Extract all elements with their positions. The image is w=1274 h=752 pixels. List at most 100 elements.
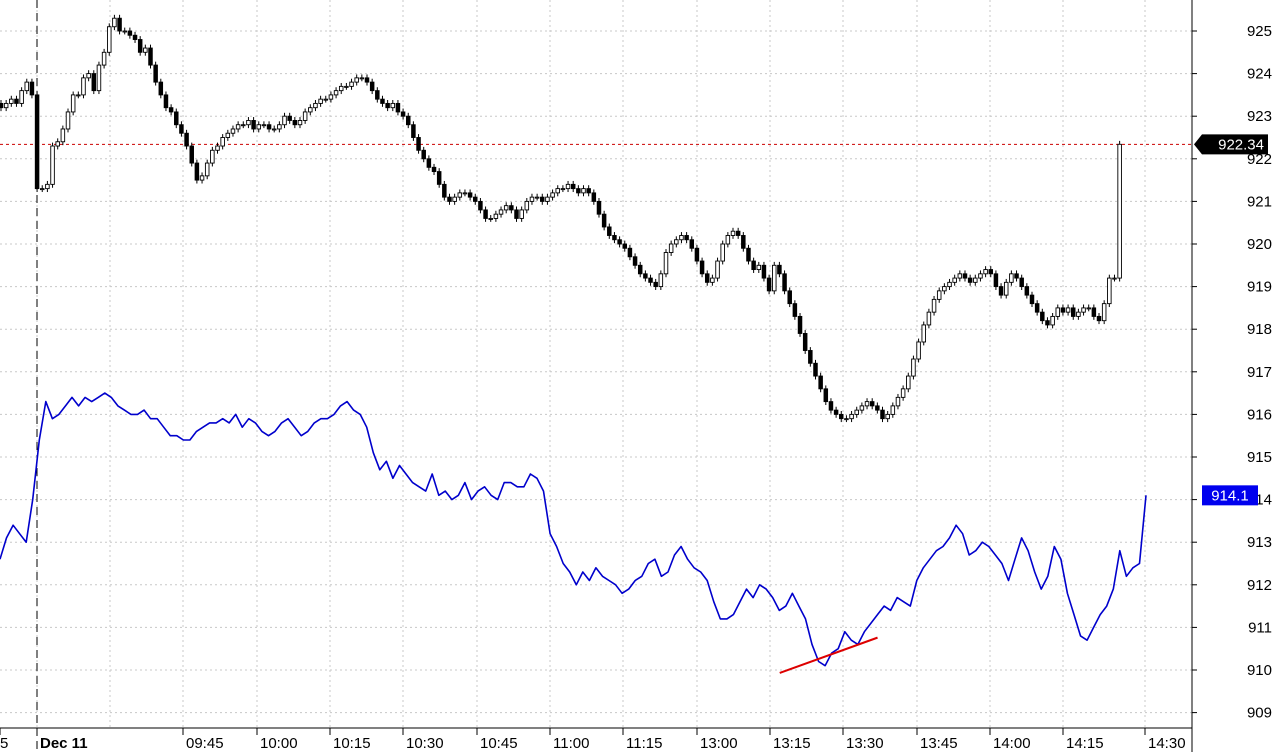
candle-body-up [246, 120, 251, 126]
price-candle [421, 146, 426, 163]
x-tick-label[interactable]: 14:30 [1148, 735, 1186, 752]
candle-body-down [601, 213, 607, 228]
x-tick-label[interactable]: 5 [0, 735, 8, 752]
price-candle [823, 385, 829, 406]
price-candle [344, 82, 349, 90]
price-candle [122, 27, 127, 35]
candle-body-up [1003, 281, 1009, 296]
candle-body-down [385, 102, 390, 109]
candle-body-up [911, 358, 916, 377]
indicator-value-tag [1202, 485, 1258, 506]
axes [0, 0, 1193, 752]
candle-body-down [643, 273, 648, 279]
price-candle [302, 108, 308, 124]
y-tick-label[interactable]: 909 [1247, 705, 1272, 722]
candle-body-down [153, 64, 158, 83]
x-tick-label[interactable]: 10:45 [480, 735, 518, 752]
y-tick-label[interactable]: 921 [1247, 193, 1272, 210]
price-candle [1050, 313, 1055, 329]
price-candle [648, 274, 653, 286]
price-candle [570, 180, 576, 193]
price-candle [699, 257, 705, 278]
price-candle [452, 193, 457, 205]
price-candle [101, 48, 107, 69]
y-tick-label[interactable]: 910 [1247, 662, 1272, 679]
candle-body-down [179, 124, 184, 134]
y-tick-label[interactable]: 919 [1247, 279, 1272, 296]
x-tick-label[interactable]: 14:15 [1066, 735, 1104, 752]
candle-body-up [70, 94, 76, 113]
candle-body-up [947, 281, 952, 288]
candle-body-down [184, 132, 189, 147]
y-axis-ticks[interactable]: 9099109119129139149159169179189199209219… [1192, 23, 1272, 722]
candle-body-down [540, 196, 545, 202]
x-tick-label[interactable]: 13:15 [773, 735, 811, 752]
x-tick-label[interactable]: 11:15 [626, 735, 662, 752]
y-tick-label[interactable]: 923 [1247, 108, 1272, 125]
candle-body-down [797, 315, 803, 334]
price-candle [756, 261, 762, 273]
price-candle [715, 257, 720, 282]
price-candle [235, 121, 241, 133]
x-tick-label[interactable]: 13:45 [920, 735, 958, 752]
price-candle [895, 393, 901, 410]
date-label[interactable]: Dec 11 [40, 735, 88, 752]
x-tick-label[interactable]: 13:00 [700, 735, 738, 752]
price-candle [864, 398, 870, 410]
candle-body-up [354, 77, 359, 83]
x-tick-label[interactable]: 11:00 [553, 735, 589, 752]
price-candle [911, 355, 916, 380]
x-tick-label[interactable]: 10:00 [260, 735, 298, 752]
price-candle [704, 270, 710, 286]
y-tick-label[interactable]: 920 [1247, 236, 1272, 253]
y-tick-label[interactable]: 912 [1247, 577, 1272, 594]
price-candle [978, 270, 983, 282]
price-candle [45, 180, 50, 193]
candle-body-down [189, 145, 194, 164]
y-tick-label[interactable]: 911 [1248, 619, 1272, 636]
candle-body-down [1096, 315, 1102, 322]
candle-body-down [1024, 286, 1030, 296]
candle-body-down [1029, 294, 1035, 305]
candle-body-down [993, 273, 999, 288]
y-tick-label[interactable]: 925 [1247, 23, 1272, 40]
price-candle [663, 249, 669, 278]
candle-body-up [261, 124, 267, 127]
y-tick-label[interactable]: 924 [1247, 66, 1272, 83]
y-tick-label[interactable]: 915 [1247, 449, 1272, 466]
price-candle [431, 163, 437, 175]
price-candle [741, 232, 746, 252]
price-candle [467, 189, 473, 201]
x-tick-label[interactable]: 10:15 [333, 735, 371, 752]
y-tick-label[interactable]: 917 [1247, 364, 1272, 381]
x-tick-label[interactable]: 10:30 [406, 735, 444, 752]
x-tick-label[interactable]: 09:45 [186, 735, 224, 752]
y-tick-label[interactable]: 922 [1247, 151, 1272, 168]
price-candle [416, 134, 421, 154]
price-candle [153, 61, 158, 86]
candle-body-up [849, 413, 854, 420]
last-price-label[interactable]: 922.34 [1218, 136, 1264, 153]
x-tick-label[interactable]: 13:30 [846, 735, 884, 752]
candle-body-down [266, 124, 272, 130]
candle-body-up [679, 235, 684, 241]
x-tick-label[interactable]: 14:00 [993, 735, 1031, 752]
candle-body-up [534, 196, 540, 199]
indicator-value-label[interactable]: 914.1 [1211, 487, 1249, 504]
y-tick-label[interactable]: 918 [1247, 321, 1272, 338]
x-axis-ticks[interactable]: 5 09:45 10:00 10:15 10:30 10:45 11:00 11:15 13:0… [0, 728, 1186, 752]
price-candle [261, 121, 267, 129]
candle-body-up [302, 111, 308, 121]
candle-body-down [777, 264, 782, 275]
candle-body-down [746, 247, 751, 262]
candle-body-up [720, 243, 725, 262]
trend-line [779, 636, 878, 674]
y-tick-label[interactable]: 913 [1247, 534, 1272, 551]
price-candle [158, 78, 164, 99]
y-tick-label[interactable]: 916 [1247, 406, 1272, 423]
price-candle [725, 232, 731, 248]
price-candle [292, 117, 298, 129]
price-candle [462, 189, 468, 197]
price-candle [354, 74, 359, 86]
price-candle [668, 240, 674, 256]
